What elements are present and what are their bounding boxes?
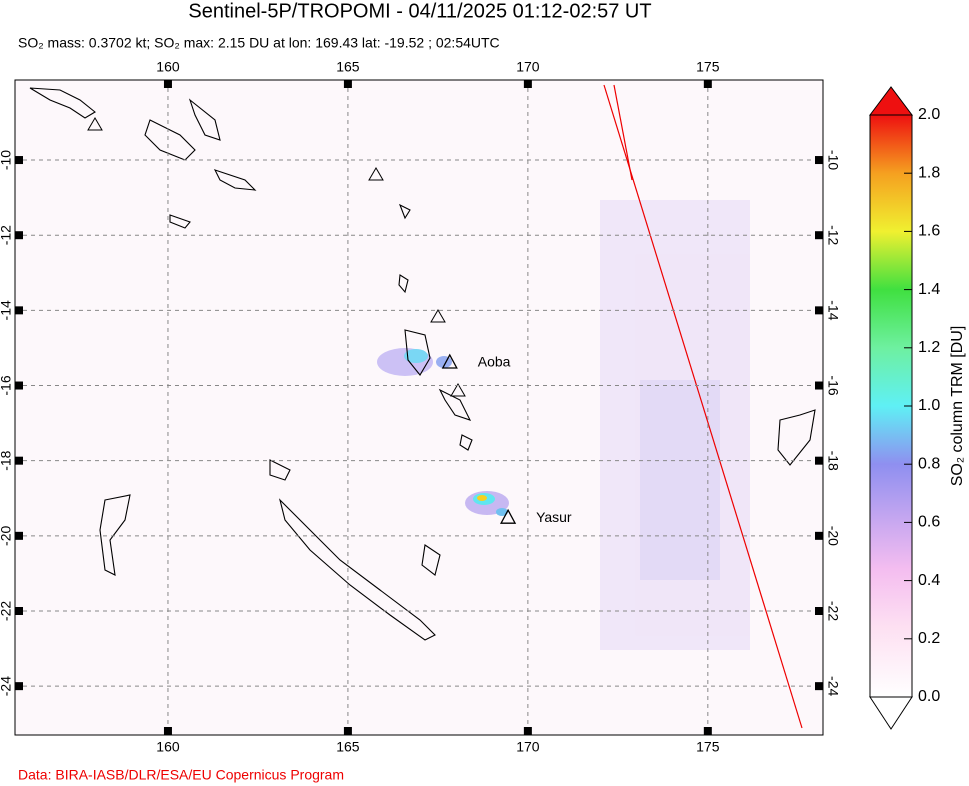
so2-noise xyxy=(600,200,750,650)
swath-edge xyxy=(613,84,633,181)
colorbar-tick-label: 1.8 xyxy=(918,164,940,181)
lat-tick-label: -24 xyxy=(0,676,14,696)
map: Aoba Yasur xyxy=(14,79,824,736)
colorbar-tick-label: 1.6 xyxy=(918,223,940,240)
lon-tick-label: 170 xyxy=(516,739,540,755)
lat-tick-label: -16 xyxy=(0,375,14,395)
colorbar-tick-label: 0.0 xyxy=(918,688,940,705)
lat-tick-label: -12 xyxy=(0,225,14,245)
lat-tick-label: -14 xyxy=(825,300,841,320)
volcano-label: Aoba xyxy=(478,354,511,370)
lat-tick-label: -24 xyxy=(825,676,841,696)
lon-tick-label: 160 xyxy=(156,739,180,755)
lon-tick-label: 175 xyxy=(696,739,720,755)
lat-tick-label: -10 xyxy=(0,150,14,170)
lat-tick-label: -14 xyxy=(0,300,14,320)
lat-tick-label: -10 xyxy=(825,150,841,170)
title: Sentinel-5P/TROPOMI - 04/11/2025 01:12-0… xyxy=(188,0,651,22)
lon-tick-label: 160 xyxy=(156,59,180,75)
colorbar-tick-label: 0.6 xyxy=(918,514,940,531)
colorbar-tick-label: 1.0 xyxy=(918,397,940,414)
colorbar-over xyxy=(869,86,913,116)
colorbar-tick-label: 2.0 xyxy=(918,106,940,123)
colorbar-tick-label: 0.4 xyxy=(918,572,940,589)
lon-tick-label: 165 xyxy=(336,59,360,75)
lon-tick-label: 170 xyxy=(516,59,540,75)
lat-tick-label: -12 xyxy=(825,225,841,245)
volcano-marker xyxy=(499,508,517,524)
lat-tick-label: -22 xyxy=(825,601,841,621)
lat-tick-label: -20 xyxy=(0,526,14,546)
volcano-label: Yasur xyxy=(536,509,572,525)
volcano-marker xyxy=(441,353,458,369)
colorbar-tick-label: 0.8 xyxy=(918,455,940,472)
lat-tick-label: -16 xyxy=(825,375,841,395)
other-volcanoes xyxy=(87,117,466,397)
map-content xyxy=(29,84,816,729)
coastlines xyxy=(29,87,816,641)
colorbar-tick-label: 0.2 xyxy=(918,630,940,647)
so2-plume xyxy=(377,348,509,516)
lat-tick-label: -20 xyxy=(825,526,841,546)
subtitle: SO₂ mass: 0.3702 kt; SO₂ max: 2.15 DU at… xyxy=(18,35,500,51)
footer: Data: BIRA-IASB/DLR/ESA/EU Copernicus Pr… xyxy=(18,767,344,783)
lat-tick-label: -18 xyxy=(825,451,841,471)
colorbar-label: SO₂ column TRM [DU] xyxy=(949,326,966,487)
colorbar-tick-label: 1.4 xyxy=(918,281,940,298)
lon-tick-label: 165 xyxy=(336,739,360,755)
swath-edge xyxy=(603,84,803,729)
lat-tick-label: -22 xyxy=(0,601,14,621)
lon-tick-label: 175 xyxy=(696,59,720,75)
map-frame xyxy=(14,79,824,736)
colorbar-tick-label: 1.2 xyxy=(918,339,940,356)
lat-tick-label: -18 xyxy=(0,450,14,470)
colorbar: SO₂ column TRM [DU] 0.0 0.2 0.4 0.6 0.8 1.0 1.… xyxy=(869,86,966,730)
colorbar-under xyxy=(869,696,913,730)
